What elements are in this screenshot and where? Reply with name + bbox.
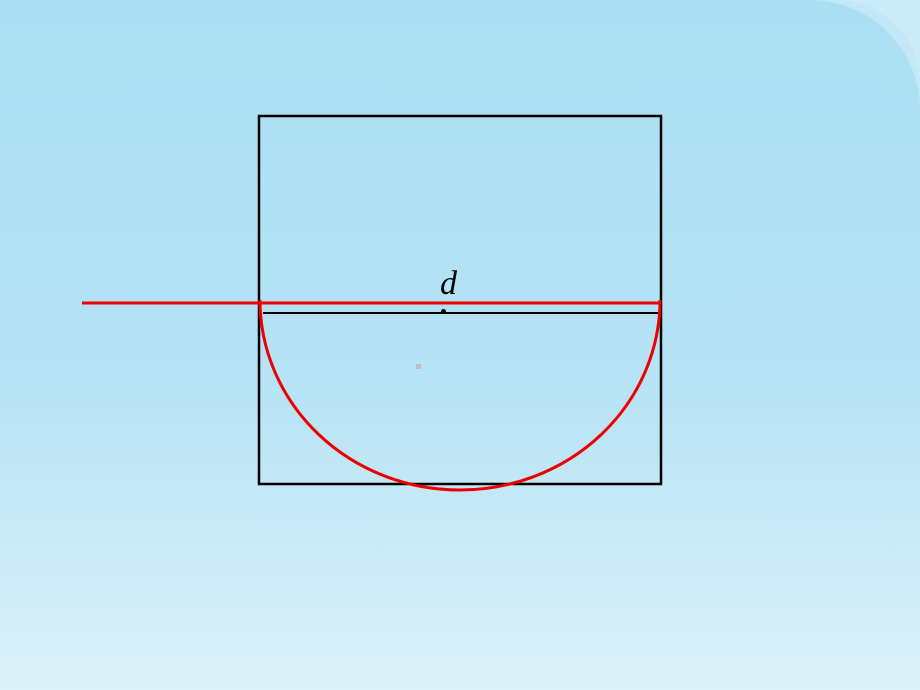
small-gray-marker (416, 364, 421, 369)
diagram-canvas: d (0, 0, 920, 690)
semicircle-arc (260, 300, 660, 490)
square-shape (259, 116, 661, 484)
geometry-diagram (0, 0, 920, 690)
